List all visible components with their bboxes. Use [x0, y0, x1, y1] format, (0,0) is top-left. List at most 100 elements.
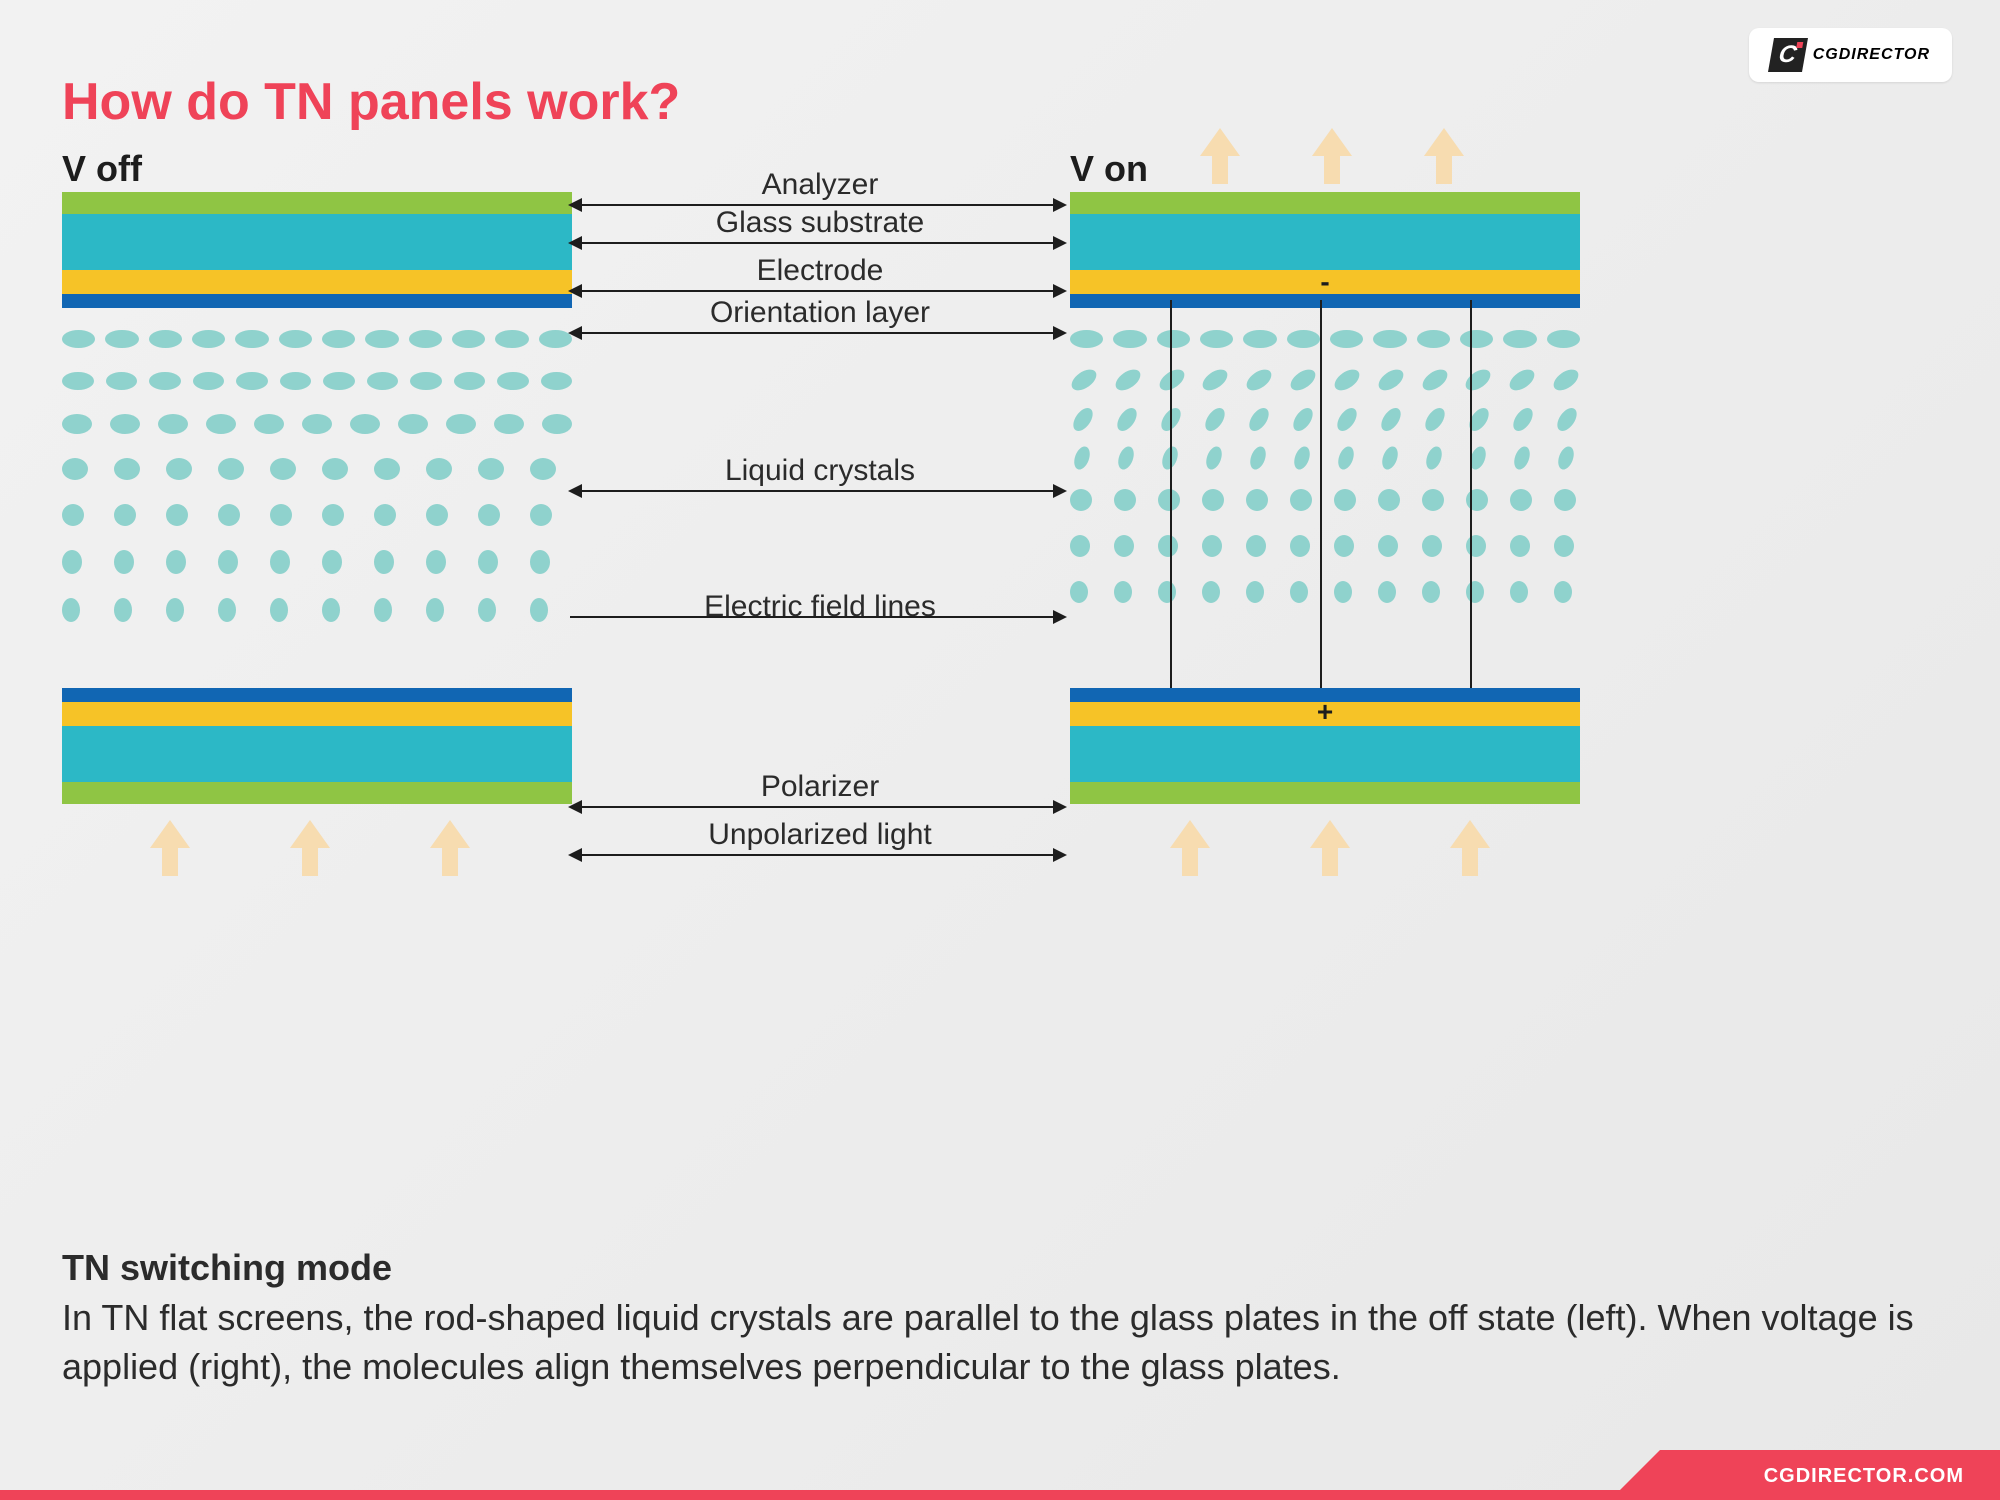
- field-line: [1470, 300, 1472, 700]
- double-arrow: [570, 290, 1065, 292]
- crystal: [62, 330, 95, 348]
- brand-name: CGDIRECTOR: [1813, 46, 1930, 64]
- crystal: [149, 330, 182, 348]
- crystal: [206, 414, 236, 434]
- layer-analyzer-b: [1070, 782, 1580, 804]
- crystal: [1247, 444, 1268, 471]
- crystal: [218, 550, 238, 574]
- crystal: [1202, 581, 1220, 603]
- crystal: [1466, 535, 1486, 557]
- up-arrow-icon: [1170, 820, 1210, 876]
- field-arrow: [570, 616, 1065, 618]
- crystal: [1157, 330, 1190, 348]
- light-input-arrows-off: [150, 820, 470, 876]
- crystal: [62, 458, 88, 480]
- crystal: [114, 458, 140, 480]
- crystal: [110, 414, 140, 434]
- panel-v-on: -: [1070, 192, 1580, 308]
- crystal: [1246, 535, 1266, 557]
- crystal: [1290, 535, 1310, 557]
- crystal: [280, 372, 312, 390]
- crystal: [166, 550, 186, 574]
- crystal: [1070, 489, 1092, 511]
- crystal: [1331, 365, 1363, 394]
- crystal: [452, 330, 485, 348]
- crystal: [62, 504, 84, 526]
- crystal: [374, 458, 400, 480]
- crystal: [409, 330, 442, 348]
- crystal: [1330, 330, 1363, 348]
- crystal: [1422, 489, 1444, 511]
- up-arrow-icon: [430, 820, 470, 876]
- layer-electrode: -: [1070, 270, 1580, 294]
- crystal: [322, 598, 340, 622]
- crystal: [106, 372, 138, 390]
- crystals-on: [1070, 330, 1580, 627]
- crystal: [1423, 444, 1444, 471]
- crystal: [270, 598, 288, 622]
- layer-glass: [1070, 214, 1580, 270]
- crystal: [478, 504, 500, 526]
- crystal: [1114, 535, 1134, 557]
- double-arrow: [570, 806, 1065, 808]
- crystal: [1114, 581, 1132, 603]
- crystal: [1506, 365, 1538, 394]
- layer-analyzer: [1070, 192, 1580, 214]
- crystal: [1379, 444, 1400, 471]
- layer-glass-b: [62, 726, 572, 782]
- crystal: [1243, 365, 1275, 394]
- crystal: [218, 504, 240, 526]
- crystal: [1114, 489, 1136, 511]
- crystal: [1203, 444, 1224, 471]
- charge-positive: +: [1317, 696, 1333, 728]
- brand-logo-mark: C: [1768, 38, 1808, 72]
- crystal: [1290, 581, 1308, 603]
- crystal: [410, 372, 442, 390]
- crystal: [1070, 330, 1103, 348]
- crystal: [1201, 405, 1228, 435]
- crystal: [426, 504, 448, 526]
- crystal: [426, 550, 446, 574]
- label-electrode: Electrode: [620, 254, 1020, 288]
- crystal: [398, 414, 428, 434]
- crystal: [1070, 581, 1088, 603]
- crystal: [365, 330, 398, 348]
- crystal: [302, 414, 332, 434]
- crystal: [158, 414, 188, 434]
- crystal: [1289, 405, 1316, 435]
- crystal: [218, 598, 236, 622]
- crystal: [270, 458, 296, 480]
- crystal: [1333, 405, 1360, 435]
- crystal: [1070, 535, 1090, 557]
- crystal: [1290, 489, 1312, 511]
- bottom-accent-bar: [0, 1490, 2000, 1500]
- crystal: [1554, 535, 1574, 557]
- crystal: [495, 330, 528, 348]
- crystal: [1113, 405, 1140, 435]
- crystal: [270, 504, 292, 526]
- crystal: [62, 598, 80, 622]
- crystal: [1509, 405, 1536, 435]
- crystal: [166, 458, 192, 480]
- crystal: [374, 598, 392, 622]
- field-line: [1170, 300, 1172, 700]
- crystal: [1245, 405, 1272, 435]
- crystal: [530, 598, 548, 622]
- crystal: [374, 550, 394, 574]
- crystal: [1158, 535, 1178, 557]
- crystal: [541, 372, 573, 390]
- crystal: [166, 504, 188, 526]
- crystal: [322, 504, 344, 526]
- crystal: [494, 414, 524, 434]
- crystal: [236, 372, 268, 390]
- crystal: [1287, 365, 1319, 394]
- label-crystals: Liquid crystals: [620, 454, 1020, 488]
- double-arrow: [570, 854, 1065, 856]
- crystal: [1462, 365, 1494, 394]
- crystal: [1068, 365, 1100, 394]
- crystal: [149, 372, 181, 390]
- crystal: [192, 330, 225, 348]
- crystal: [478, 550, 498, 574]
- crystal: [478, 598, 496, 622]
- crystal: [1200, 330, 1233, 348]
